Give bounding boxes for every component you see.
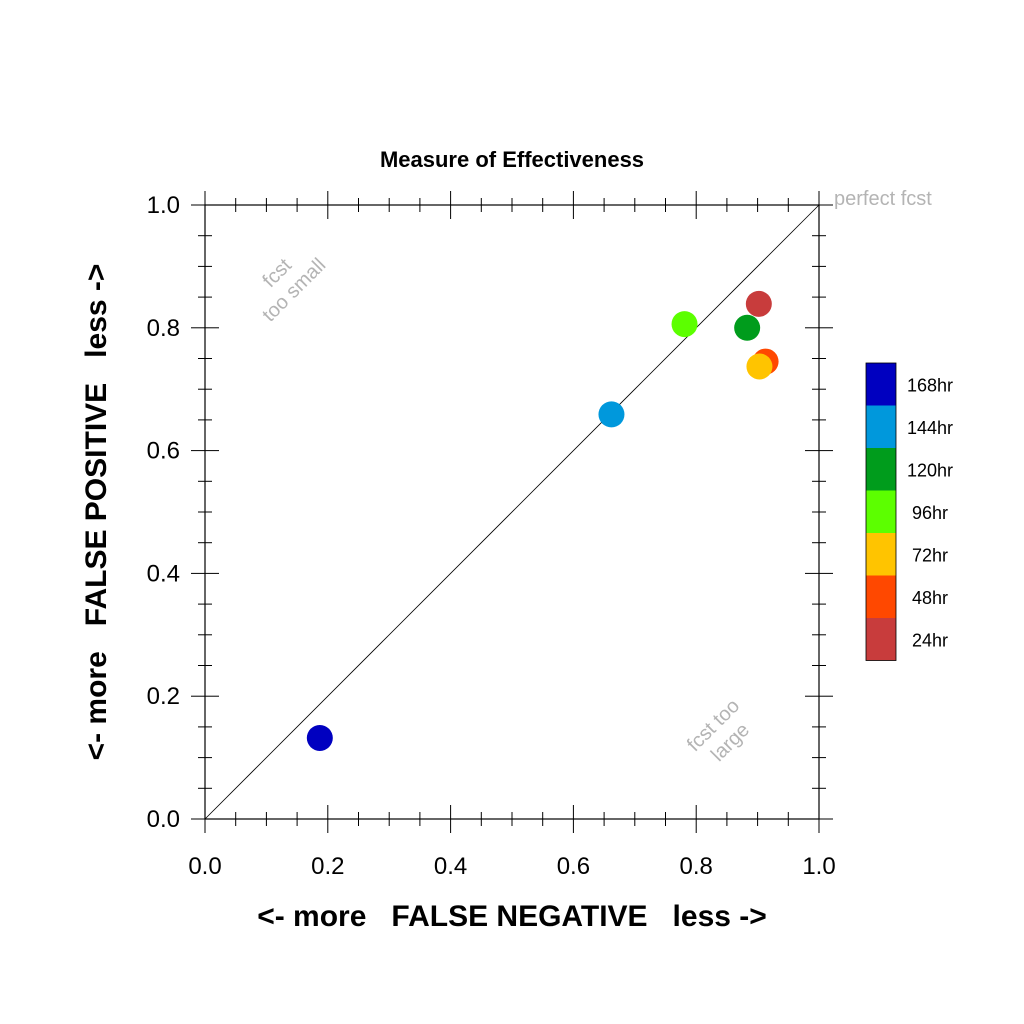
legend-frame: [865, 362, 897, 661]
legend-label-96hr: 96hr: [912, 503, 948, 523]
tick-labels: 0.0 0.2 0.4 0.6 0.8 1.0 0.0 0.2 0.4 0.6 0.8 1.0: [147, 192, 836, 880]
x-tick-label: 0.0: [188, 853, 221, 880]
annotation-too-small: fcst too small: [258, 254, 330, 326]
legend-swatch-168hr: [866, 363, 896, 406]
annotation-perfect-fcst: perfect fcst: [834, 188, 932, 210]
legend-swatch-144hr: [866, 405, 896, 448]
point-120hr: [734, 314, 761, 341]
y-tick-label: 0.4: [147, 560, 180, 587]
x-tick-label: 0.6: [557, 853, 590, 880]
legend-swatch-24hr: [866, 618, 896, 661]
x-tick-label: 0.4: [434, 853, 467, 880]
axis-ticks: [191, 191, 833, 833]
y-tick-label: 1.0: [147, 192, 180, 219]
perfect-forecast-line: [204, 204, 820, 820]
point-24hr: [745, 290, 772, 317]
y-tick-label: 0.2: [147, 683, 180, 710]
y-tick-label: 0.6: [147, 438, 180, 465]
point-72hr: [746, 353, 773, 380]
legend-swatch-72hr: [866, 533, 896, 576]
legend-swatch-120hr: [866, 448, 896, 491]
data-points: [306, 290, 779, 751]
chart-title: Measure of Effectiveness: [380, 147, 644, 172]
y-axis-title: <- more FALSE POSITIVE less ->: [80, 264, 113, 761]
point-96hr: [671, 311, 698, 338]
x-tick-label: 0.2: [311, 853, 344, 880]
legend-label-168hr: 168hr: [907, 375, 953, 395]
legend-label-24hr: 24hr: [912, 630, 948, 650]
legend: 168hr 144hr 120hr 96hr 72hr 48hr 24hr: [865, 362, 953, 661]
legend-label-144hr: 144hr: [907, 418, 953, 438]
plot-area: 0.0 0.2 0.4 0.6 0.8 1.0 0.0 0.2 0.4 0.6 0.8 1.0: [147, 191, 836, 880]
legend-swatch-48hr: [866, 575, 896, 618]
legend-label-120hr: 120hr: [907, 460, 953, 480]
annotation-too-large: fcst too large: [683, 695, 754, 766]
y-tick-label: 0.0: [147, 806, 180, 833]
x-tick-label: 0.8: [680, 853, 713, 880]
point-144hr: [598, 401, 625, 428]
x-axis-title: <- more FALSE NEGATIVE less ->: [257, 900, 767, 933]
x-tick-label: 1.0: [802, 853, 835, 880]
legend-label-48hr: 48hr: [912, 588, 948, 608]
point-168hr: [306, 724, 333, 751]
legend-label-72hr: 72hr: [912, 545, 948, 565]
legend-swatch-96hr: [866, 490, 896, 533]
y-tick-label: 0.8: [147, 315, 180, 342]
